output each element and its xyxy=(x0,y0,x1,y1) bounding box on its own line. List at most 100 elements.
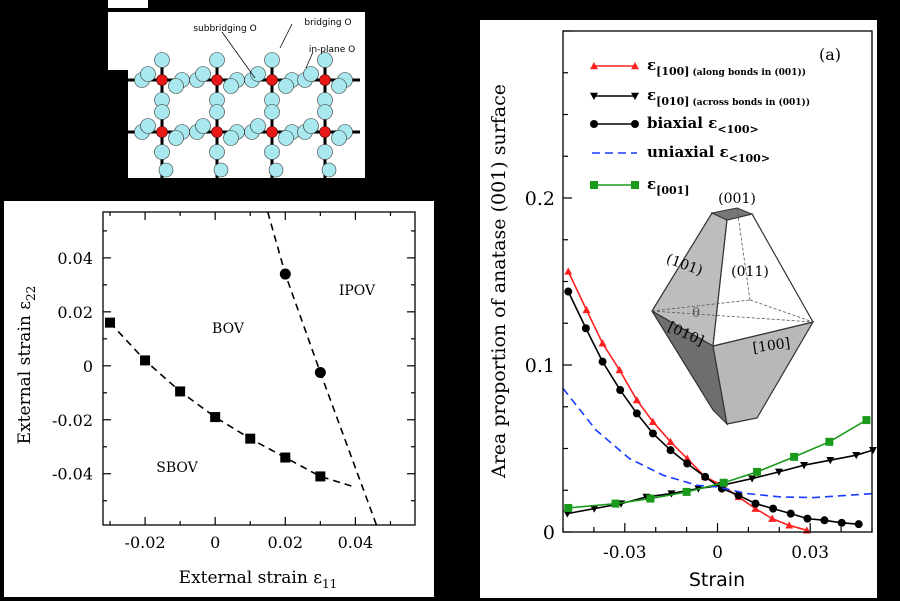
white-tab xyxy=(108,0,148,8)
data-point xyxy=(632,409,641,418)
data-point xyxy=(774,468,783,476)
oxygen-atom xyxy=(154,144,170,160)
left-x-axis-label: External strain ε11 xyxy=(179,568,338,591)
titanium-atom xyxy=(266,74,278,86)
oxygen-atom xyxy=(209,52,225,68)
data-point xyxy=(862,416,871,425)
data-point xyxy=(646,494,655,503)
oxygen-atom xyxy=(317,144,333,160)
legend-label: ε[001] xyxy=(647,175,690,197)
right-chart-panel: (001) (101) (011) θ [010] [100] -0.03 0 0.… xyxy=(480,20,877,598)
oxygen-atom xyxy=(140,66,156,82)
legend-item: ε[100] (along bonds in (001)) xyxy=(590,56,806,78)
square-point xyxy=(245,433,256,444)
data-point xyxy=(785,521,794,529)
data-point xyxy=(786,509,795,518)
data-point xyxy=(852,451,861,460)
right-y-axis-label: Area proportion of anatase (001) surface xyxy=(488,84,510,479)
left-y-axis-label: External strain ε22 xyxy=(15,286,38,445)
oxygen-atom xyxy=(268,162,284,178)
data-point xyxy=(590,505,599,513)
series-3 xyxy=(562,387,873,499)
square-point xyxy=(175,386,186,397)
data-point xyxy=(598,357,607,366)
data-point xyxy=(753,467,762,476)
titanium-atom xyxy=(266,126,278,138)
data-point xyxy=(616,386,625,395)
data-point xyxy=(564,267,573,275)
x-tick-label: 0.02 xyxy=(267,533,303,552)
x-tick-label: -0.02 xyxy=(125,533,166,552)
x-tick-label: 0 xyxy=(712,543,723,563)
crystal-structure-image: subbridging O bridging O in-plane O xyxy=(108,0,365,178)
phase-boundary-line xyxy=(109,322,356,488)
square-point xyxy=(280,452,291,463)
label-bridging-o: bridging O xyxy=(304,18,351,28)
y-tick-label: 0 xyxy=(543,522,555,544)
left-plot-frame xyxy=(102,211,416,526)
crystal-hidden-edge xyxy=(651,310,814,323)
crystal-hidden-edge xyxy=(736,207,751,301)
left-chart-panel: -0.02 0 0.02 0.04 -0.04 -0.02 0 0.02 0.04 BOV IP… xyxy=(4,201,434,597)
data-point xyxy=(868,446,877,455)
oxygen-atom xyxy=(278,130,294,146)
right-legend: ε[100] (along bonds in (001)) ε[010] (acros… xyxy=(590,56,810,197)
data-point xyxy=(581,324,590,333)
data-point xyxy=(564,287,573,296)
data-point xyxy=(563,510,572,518)
right-series xyxy=(562,267,877,534)
data-point xyxy=(768,514,777,522)
oxygen-atom xyxy=(195,66,211,82)
oxygen-atom xyxy=(213,162,229,178)
legend-label: ε[100] (along bonds in (001)) xyxy=(647,56,806,78)
oxygen-atom xyxy=(158,162,174,178)
data-point xyxy=(825,437,834,446)
legend-marker xyxy=(590,92,598,100)
oxygen-atom xyxy=(154,52,170,68)
x-tick-label: 0.03 xyxy=(791,543,829,563)
x-tick-label: -0.03 xyxy=(603,543,647,563)
data-point xyxy=(598,339,607,347)
data-point xyxy=(682,487,691,496)
oxygen-atom xyxy=(154,104,170,120)
data-point xyxy=(790,452,799,461)
x-tick-label: 0.04 xyxy=(338,533,374,552)
legend-marker xyxy=(590,120,598,128)
y-tick-label: 0 xyxy=(83,357,93,376)
data-point xyxy=(683,454,692,462)
titanium-atom xyxy=(319,74,331,86)
region-label-sbov: SBOV xyxy=(156,460,198,476)
titanium-atom xyxy=(156,126,168,138)
data-point xyxy=(582,305,591,314)
panel-label: (a) xyxy=(819,45,841,64)
crystal-hidden-edge xyxy=(651,299,751,312)
data-point xyxy=(632,396,641,404)
data-point xyxy=(611,499,620,508)
oxygen-atom xyxy=(278,78,294,94)
data-point xyxy=(854,520,863,529)
anatase-crystal-inset: (001) (101) (011) θ [010] [100] xyxy=(651,191,815,426)
data-point xyxy=(701,472,710,481)
titanium-atom xyxy=(211,126,223,138)
oxygen-atom xyxy=(303,66,319,82)
circle-point xyxy=(314,367,326,379)
y-tick-label: 0.1 xyxy=(525,355,555,377)
crystal-hidden-edge xyxy=(749,299,814,323)
legend-marker xyxy=(631,120,639,128)
inset-label-theta: θ xyxy=(692,306,700,321)
data-point xyxy=(615,366,624,374)
series-4 xyxy=(564,416,871,512)
titanium-atom xyxy=(211,74,223,86)
left-data-points xyxy=(105,268,326,482)
legend-label: uniaxial ε<100> xyxy=(647,143,770,165)
right-x-axis-label: Strain xyxy=(689,569,745,591)
oxygen-atom xyxy=(250,66,266,82)
data-point xyxy=(748,475,757,483)
series-line xyxy=(562,387,873,499)
pointer-in-plane xyxy=(305,51,314,69)
data-point xyxy=(666,437,675,446)
oxygen-atom xyxy=(195,118,211,134)
oxygen-atom xyxy=(223,78,239,94)
data-point xyxy=(683,459,692,468)
